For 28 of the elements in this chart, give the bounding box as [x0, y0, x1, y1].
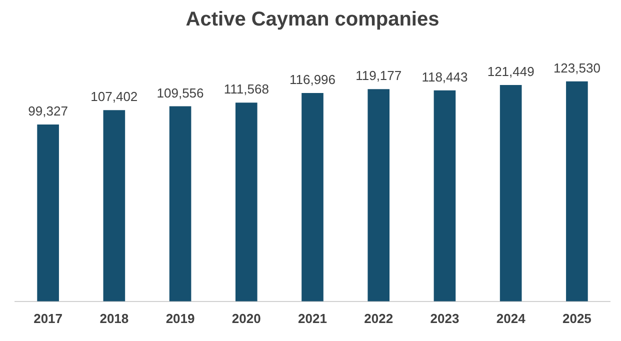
data-label: 118,443 — [422, 69, 468, 84]
data-label: 99,327 — [28, 104, 68, 119]
x-tick-label: 2020 — [232, 310, 261, 326]
x-tick-label: 2025 — [562, 310, 592, 326]
chart-title: Active Cayman companies — [186, 8, 440, 31]
x-tick-label: 2021 — [298, 310, 327, 326]
data-label: 119,177 — [356, 68, 402, 84]
bar — [37, 124, 59, 302]
bar — [368, 89, 390, 302]
x-tick-label: 2017 — [34, 310, 63, 326]
bar — [235, 102, 258, 302]
data-label: 121,449 — [487, 64, 534, 80]
data-label: 111,568 — [224, 82, 269, 97]
data-label: 109,556 — [156, 85, 204, 100]
bar — [434, 90, 456, 302]
x-tick-label: 2018 — [100, 310, 129, 326]
x-tick-label: 2024 — [496, 310, 526, 326]
x-tick-label: 2023 — [430, 310, 460, 326]
data-label: 116,996 — [289, 72, 336, 88]
bar — [302, 92, 324, 302]
bar — [169, 106, 192, 302]
x-tick-label: 2022 — [364, 310, 394, 326]
x-tick-label: 2019 — [166, 310, 195, 326]
data-label: 123,530 — [553, 60, 600, 76]
bar — [500, 85, 522, 302]
bar — [103, 110, 126, 302]
data-label: 107,402 — [90, 89, 138, 104]
bar — [566, 81, 588, 302]
